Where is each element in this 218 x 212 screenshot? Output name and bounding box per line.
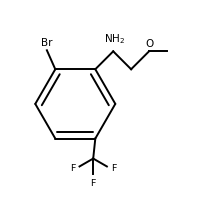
Text: NH$_2$: NH$_2$ <box>104 32 125 46</box>
Text: F: F <box>70 164 75 173</box>
Text: F: F <box>111 164 116 173</box>
Text: O: O <box>146 39 154 49</box>
Text: Br: Br <box>41 38 53 48</box>
Text: F: F <box>90 179 96 188</box>
